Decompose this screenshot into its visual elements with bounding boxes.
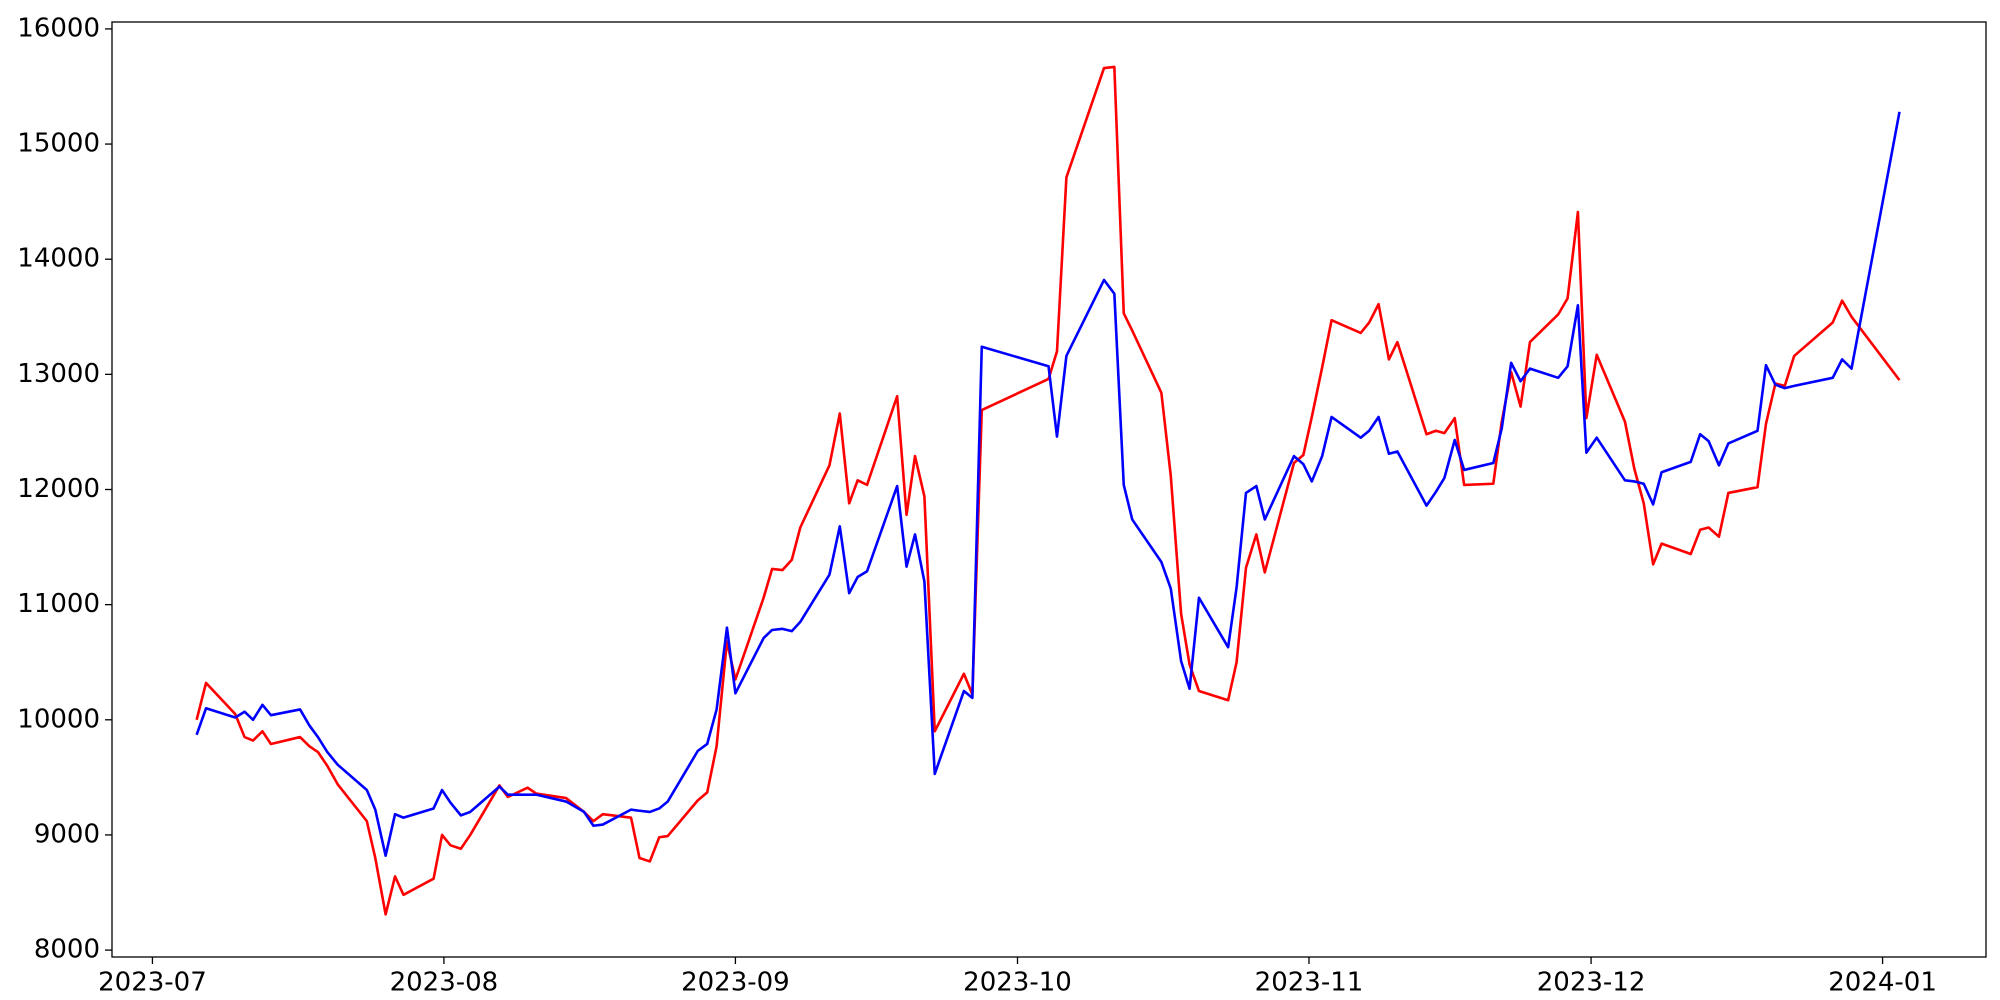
x-tick-label: 2023-09: [681, 968, 790, 998]
y-tick-label: 13000: [17, 359, 100, 389]
y-tick-label: 11000: [17, 589, 100, 619]
y-tick-label: 10000: [17, 704, 100, 734]
x-tick-label: 2023-08: [390, 968, 499, 998]
y-tick-label: 9000: [34, 819, 100, 849]
y-tick-label: 15000: [17, 129, 100, 159]
x-tick-label: 2024-01: [1828, 968, 1937, 998]
data-line: [195, 111, 1901, 857]
y-tick-label: 16000: [17, 13, 100, 43]
x-tick-label: 2023-07: [98, 968, 207, 998]
x-tick-label: 2023-11: [1255, 968, 1364, 998]
plot-frame: [111, 21, 1987, 958]
y-tick-label: 12000: [17, 474, 100, 504]
y-tick-label: 14000: [17, 244, 100, 274]
x-tick-label: 2023-12: [1537, 968, 1646, 998]
data-line: [195, 65, 1901, 916]
y-tick-label: 8000: [34, 935, 100, 965]
x-tick-label: 2023-10: [963, 968, 1072, 998]
